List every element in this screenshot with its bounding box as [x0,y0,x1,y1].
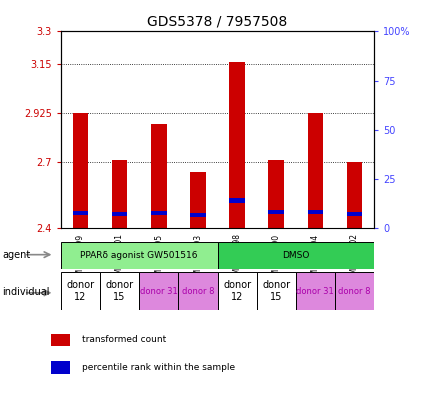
Bar [151,211,166,215]
Bar [217,272,256,310]
Bar [346,162,362,228]
Bar [268,160,283,228]
Text: DMSO: DMSO [282,252,309,260]
Bar [190,172,205,228]
Text: donor 8: donor 8 [181,287,214,296]
Text: agent: agent [2,250,30,260]
Bar [229,198,244,202]
Text: donor 31: donor 31 [140,287,177,296]
Bar [307,210,322,214]
Bar [112,160,127,228]
Text: PPARδ agonist GW501516: PPARδ agonist GW501516 [80,252,197,260]
Text: donor
15: donor 15 [105,281,133,302]
Bar [256,272,295,310]
Bar [51,334,70,346]
Bar [346,212,362,216]
Text: donor 31: donor 31 [296,287,333,296]
Bar [61,242,217,269]
Bar [334,272,373,310]
Title: GDS5378 / 7957508: GDS5378 / 7957508 [147,15,287,29]
Bar [51,361,70,374]
Bar [151,124,166,228]
Bar [178,272,217,310]
Bar [112,212,127,216]
Text: donor 8: donor 8 [338,287,370,296]
Text: donor
12: donor 12 [66,281,94,302]
Text: individual: individual [2,286,49,297]
Bar [307,113,322,228]
Bar [72,113,88,228]
Text: donor
12: donor 12 [223,281,250,302]
Text: donor
15: donor 15 [262,281,289,302]
Bar [217,242,373,269]
Bar [100,272,139,310]
Bar [190,213,205,217]
Bar [72,211,88,215]
Bar [229,62,244,228]
Bar [139,272,178,310]
Bar [61,272,100,310]
Text: transformed count: transformed count [82,335,166,344]
Text: percentile rank within the sample: percentile rank within the sample [82,363,234,372]
Bar [268,210,283,214]
Bar [295,272,334,310]
